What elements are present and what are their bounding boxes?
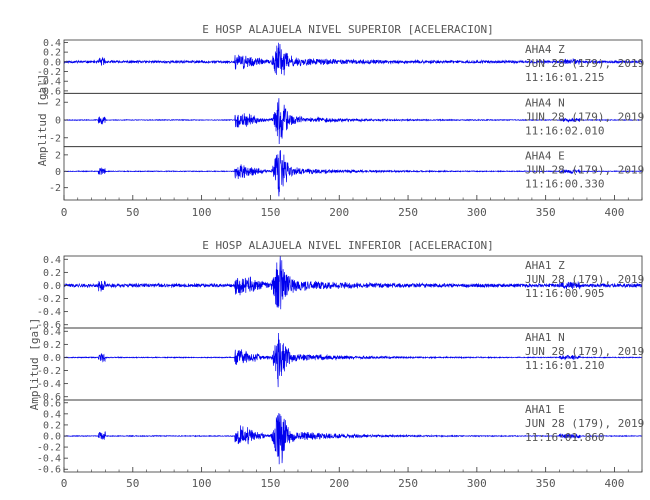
channel-label: AHA1 Z [525,259,565,272]
y-tick-label: -0.2 [37,67,61,78]
y-tick-label: -0.2 [37,366,61,377]
y-tick-label: -0.2 [37,443,61,454]
time-label: 11:16:01.860 [525,431,604,444]
y-tick-label: -0.4 [37,379,61,390]
waveform-line [64,413,642,465]
x-tick-label: 250 [398,206,418,219]
x-tick-label: 100 [192,477,212,490]
y-tick-label: -0.6 [37,392,61,403]
y-tick-label: 0.0 [43,432,61,443]
time-label: 11:16:02.010 [525,124,604,137]
x-tick-label: 200 [329,477,349,490]
x-tick-label: 200 [329,206,349,219]
y-tick-label: 0 [55,116,61,127]
time-label: 11:16:01.210 [525,359,604,372]
waveform-line [64,332,642,388]
date-label: JUN 28 (179), 2019 [525,273,644,286]
panels-layer: E HOSP ALAJUELA NIVEL SUPERIOR [ACELERAC… [28,23,644,490]
y-tick-label: -0.4 [37,307,61,318]
y-tick-label: 0.2 [43,268,61,279]
channel-label: AHA4 Z [525,43,565,56]
y-tick-label: -0.4 [37,77,61,88]
date-label: JUN 28 (179), 2019 [525,110,644,123]
x-tick-label: 350 [536,206,556,219]
x-tick-label: 0 [61,477,68,490]
y-tick-label: -0.6 [37,465,61,476]
channel-label: AHA1 E [525,403,565,416]
x-tick-label: 250 [398,477,418,490]
waveform-line [64,42,642,76]
y-tick-label: -0.6 [37,86,61,97]
x-tick-label: 100 [192,206,212,219]
y-tick-label: -2 [49,183,61,194]
y-tick-label: 0.2 [43,340,61,351]
panel-title: E HOSP ALAJUELA NIVEL INFERIOR [ACELERAC… [202,239,493,252]
time-label: 11:16:00.330 [525,178,604,191]
y-tick-label: 0.2 [43,420,61,431]
time-label: 11:16:01.215 [525,71,604,84]
channel-label: AHA4 E [525,150,565,163]
y-tick-label: -2 [49,133,61,144]
y-tick-label: 0.4 [43,38,61,49]
x-tick-label: 400 [605,477,625,490]
x-tick-label: 0 [61,206,68,219]
x-tick-label: 50 [126,477,139,490]
y-tick-label: 0.0 [43,353,61,364]
panel-2: E HOSP ALAJUELA NIVEL INFERIOR [ACELERAC… [28,239,644,490]
y-tick-label: -0.4 [37,454,61,465]
waveform-line [64,98,642,145]
y-tick-label: 0.4 [43,409,61,420]
waveform-line [64,256,642,310]
time-label: 11:16:00.905 [525,287,604,300]
x-tick-label: 150 [260,477,280,490]
panel-1: E HOSP ALAJUELA NIVEL SUPERIOR [ACELERAC… [36,23,644,219]
channel-label: AHA4 N [525,96,565,109]
x-tick-label: 400 [605,206,625,219]
date-label: JUN 28 (179), 2019 [525,417,644,430]
channel-label: AHA1 N [525,331,565,344]
y-tick-label: 0.4 [43,327,61,338]
panel-title: E HOSP ALAJUELA NIVEL SUPERIOR [ACELERAC… [202,23,493,36]
y-tick-label: -0.2 [37,294,61,305]
y-tick-label: -0.6 [37,320,61,331]
y-axis-label: Amplitud [gal] [28,318,41,411]
y-tick-label: 0.0 [43,281,61,292]
date-label: JUN 28 (179), 2019 [525,345,644,358]
y-tick-label: 0.0 [43,57,61,68]
x-tick-label: 350 [536,477,556,490]
y-tick-label: 0.2 [43,48,61,59]
y-tick-label: 0.4 [43,255,61,266]
y-tick-label: 2 [55,150,61,161]
x-tick-label: 300 [467,206,487,219]
y-tick-label: 0.6 [43,398,61,409]
date-label: JUN 28 (179), 2019 [525,57,644,70]
x-tick-label: 150 [260,206,280,219]
date-label: JUN 28 (179), 2019 [525,164,644,177]
x-tick-label: 300 [467,477,487,490]
y-axis-label: Amplitud [gal] [36,74,49,167]
y-tick-label: 2 [55,98,61,109]
y-tick-label: 0 [55,167,61,178]
waveform-line [64,150,642,197]
x-tick-label: 50 [126,206,139,219]
